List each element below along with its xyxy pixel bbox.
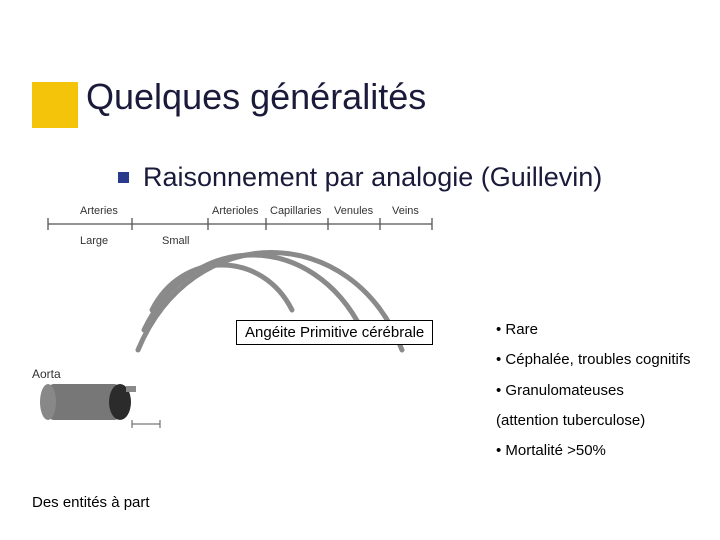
label-venules: Venules (334, 205, 374, 217)
label-veins: Veins (392, 205, 419, 217)
label-arteries: Arteries (80, 205, 118, 217)
bullet-square-icon (118, 172, 129, 183)
right-bullet-item: • Céphalée, troubles cognitifs (496, 350, 706, 370)
label-arterioles: Arterioles (212, 205, 259, 217)
right-bullet-item: • Granulomateuses (496, 381, 706, 401)
right-bullet-item: • Mortalité >50% (496, 441, 706, 461)
subtitle-row: Raisonnement par analogie (Guillevin) (118, 162, 602, 193)
footer-left-text: Des entités à part (32, 494, 150, 511)
boxed-entity: Angéite Primitive cérébrale (236, 320, 433, 345)
label-small: Small (162, 235, 190, 247)
label-capillaries: Capillaries (270, 205, 322, 217)
slide-title: Quelques généralités (86, 76, 426, 118)
accent-block (32, 82, 78, 128)
subtitle-text: Raisonnement par analogie (Guillevin) (143, 162, 602, 193)
label-aorta: Aorta (32, 367, 61, 381)
right-bullet-list: • Rare • Céphalée, troubles cognitifs • … (496, 320, 706, 471)
right-bullet-item: (attention tuberculose) (496, 411, 706, 431)
vessel-diagram: Arteries Arterioles Capillaries Venules … (32, 200, 452, 432)
right-bullet-item: • Rare (496, 320, 706, 340)
label-large: Large (80, 235, 108, 247)
